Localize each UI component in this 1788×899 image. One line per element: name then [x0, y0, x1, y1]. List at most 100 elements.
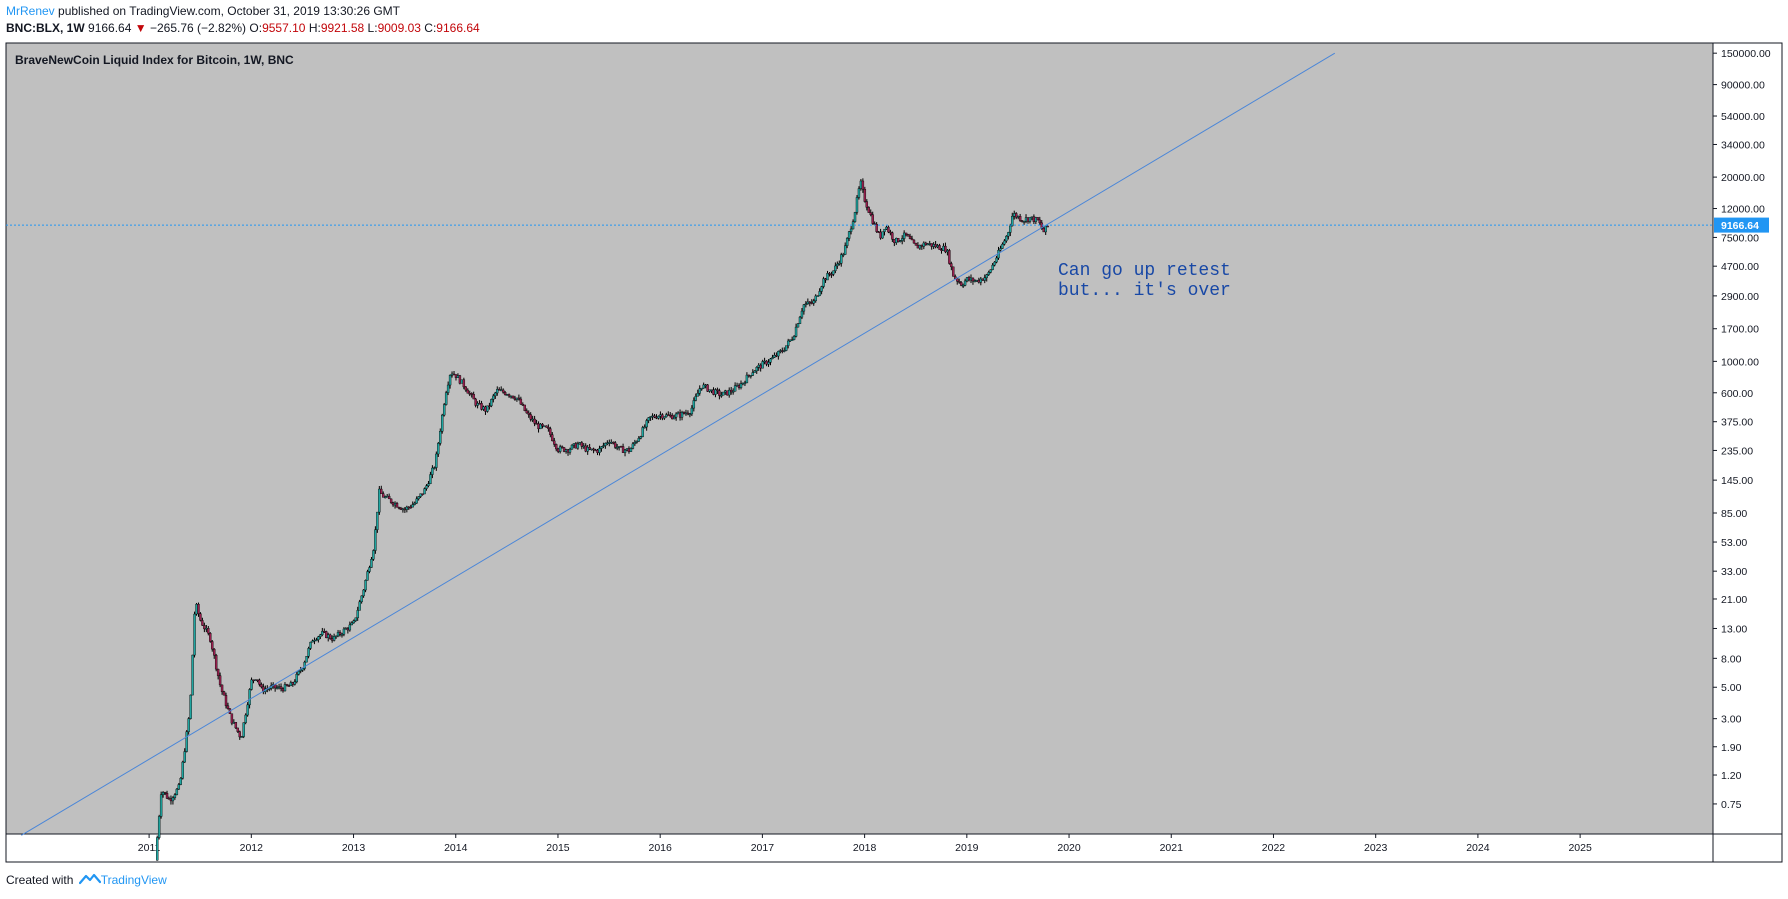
- candle-body: [1038, 219, 1041, 224]
- candle-body: [509, 395, 513, 398]
- candle-body: [525, 410, 528, 414]
- ohlc-legend: BNC:BLX, 1W 9166.64 ▼ −265.76 (−2.82%) O…: [6, 21, 480, 35]
- candle-body: [629, 448, 633, 452]
- candle-body: [830, 274, 833, 276]
- candle-body: [395, 502, 399, 508]
- candle-body: [350, 622, 354, 626]
- candle-body: [686, 412, 690, 415]
- trend-line[interactable]: [21, 52, 1336, 836]
- candle-body: [897, 237, 900, 242]
- candle-body: [612, 442, 615, 444]
- candle-body: [914, 242, 918, 246]
- candle-body: [596, 449, 599, 453]
- candle-body: [977, 279, 981, 283]
- candle-body: [260, 684, 263, 688]
- candle-body: [739, 383, 743, 388]
- candle-body: [969, 277, 973, 281]
- candle-body: [757, 364, 760, 368]
- symbol-label: BNC:BLX, 1W: [6, 21, 85, 35]
- candle-body: [423, 488, 426, 495]
- annotation-line-1[interactable]: Can go up retest: [1058, 261, 1231, 281]
- candle-body: [659, 414, 662, 417]
- candle-body: [299, 669, 302, 672]
- candle-body: [950, 263, 953, 268]
- candle-body: [600, 446, 603, 449]
- tradingview-link[interactable]: TradingView: [100, 873, 167, 887]
- candle-body: [427, 483, 430, 486]
- candle-body: [503, 392, 507, 395]
- published-text: published on TradingView.com, October 31…: [54, 4, 401, 18]
- author-link[interactable]: MrRenev: [6, 4, 55, 18]
- candle-body: [464, 386, 468, 391]
- candle-body: [413, 502, 416, 505]
- annotation-line-2[interactable]: but... it's over: [1058, 281, 1231, 301]
- candle-body: [635, 441, 639, 443]
- chart-title: BraveNewCoin Liquid Index for Bitcoin, 1…: [15, 53, 294, 67]
- candle-body: [671, 415, 674, 420]
- candle-body: [798, 316, 802, 324]
- candle-body: [370, 559, 373, 568]
- candle-body: [330, 638, 334, 641]
- candle-body: [942, 245, 945, 251]
- candle-body: [875, 223, 878, 232]
- candle-body: [574, 443, 578, 449]
- candle-body: [159, 794, 163, 817]
- candle-body: [631, 443, 635, 449]
- candle-body: [706, 384, 709, 392]
- candle-body: [873, 223, 876, 225]
- last-price-label-text: 9166.64: [1721, 220, 1759, 232]
- candle-body: [1046, 225, 1049, 228]
- close-label: C:: [424, 21, 437, 35]
- candle-body: [928, 243, 931, 245]
- candle-body: [777, 351, 780, 357]
- candle-body: [435, 453, 438, 468]
- y-tick-label: 20000.00: [1721, 172, 1765, 184]
- candle-body: [301, 668, 304, 671]
- candle-body: [564, 449, 568, 452]
- candle-body: [672, 416, 676, 420]
- price-axis-area[interactable]: [1713, 43, 1782, 834]
- candle-body: [452, 373, 456, 376]
- plot-area[interactable]: [6, 43, 1713, 834]
- candle-body: [963, 280, 967, 286]
- candle-body: [700, 387, 703, 390]
- candle-body: [676, 412, 680, 415]
- candle-body: [606, 442, 609, 444]
- candle-body: [678, 412, 682, 418]
- candle-body: [366, 571, 369, 581]
- candle-body: [832, 270, 835, 275]
- candle-body: [796, 323, 800, 328]
- candle-body: [346, 628, 350, 631]
- candle-body: [845, 238, 849, 246]
- candle-body: [213, 648, 216, 656]
- candle-body: [773, 355, 776, 358]
- candle-body: [783, 350, 786, 352]
- candle-body: [551, 434, 554, 442]
- candle-body: [252, 679, 255, 682]
- candle-body: [987, 272, 990, 275]
- candle-body: [906, 234, 910, 237]
- time-axis-area[interactable]: [6, 834, 1782, 862]
- candle-body: [694, 396, 697, 401]
- candle-body: [486, 405, 489, 412]
- y-tick-label: 3.00: [1721, 714, 1742, 726]
- candle-body: [389, 498, 393, 503]
- open-value: 9557.10: [262, 21, 306, 35]
- y-tick-label: 4700.00: [1721, 261, 1759, 273]
- candle-body: [614, 442, 617, 448]
- candle-body: [425, 485, 428, 489]
- candle-body: [529, 414, 532, 420]
- candle-body: [580, 442, 583, 447]
- candle-body: [989, 269, 992, 273]
- y-tick-label: 85.00: [1721, 508, 1747, 520]
- candle-body: [834, 265, 837, 272]
- candle-body: [244, 714, 247, 723]
- candle-body: [157, 816, 161, 838]
- candle-body: [981, 278, 984, 281]
- candle-body: [1034, 217, 1038, 222]
- candle-body: [183, 751, 186, 763]
- candle-body: [187, 718, 190, 732]
- candle-body: [688, 413, 692, 416]
- candle-body: [205, 628, 208, 630]
